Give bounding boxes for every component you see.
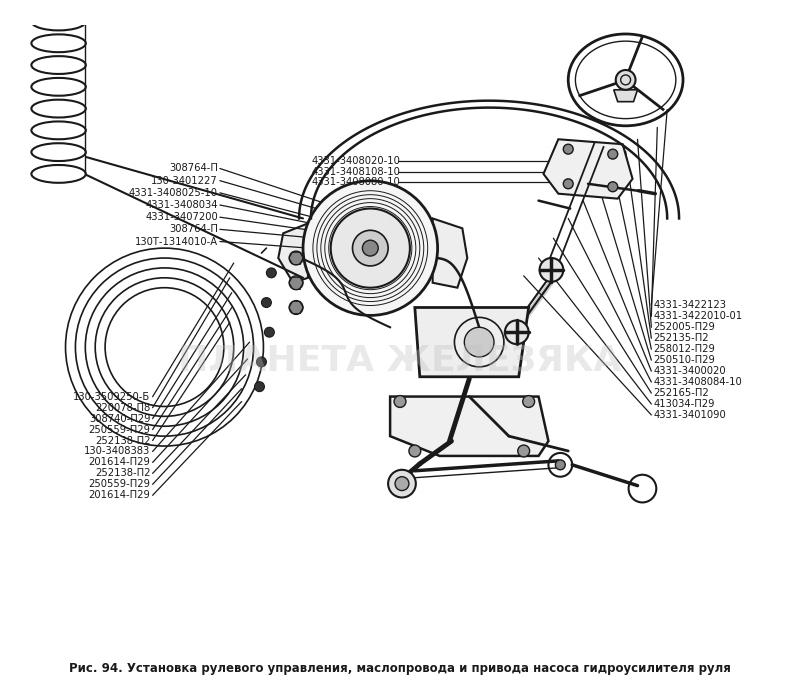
Circle shape — [330, 209, 410, 288]
Circle shape — [254, 382, 265, 392]
Circle shape — [518, 445, 530, 457]
Text: 4331-3422010-01: 4331-3422010-01 — [654, 311, 742, 322]
Text: 308740-П29: 308740-П29 — [89, 414, 150, 424]
Text: 130Т-1314010-А: 130Т-1314010-А — [134, 236, 218, 247]
Text: 252165-П2: 252165-П2 — [654, 388, 709, 398]
Polygon shape — [390, 396, 549, 456]
Text: Рис. 94. Установка рулевого управления, маслопровода и привода насоса гидроусили: Рис. 94. Установка рулевого управления, … — [69, 662, 731, 675]
Text: 250510-П29: 250510-П29 — [654, 355, 715, 365]
Text: ПЛАНЕТА ЖЕЛЕЗЯКА: ПЛАНЕТА ЖЕЛЕЗЯКА — [178, 344, 622, 377]
Circle shape — [353, 230, 388, 266]
Circle shape — [262, 297, 271, 308]
Text: 130-3408383: 130-3408383 — [84, 447, 150, 456]
Text: 130-3509250-Б: 130-3509250-Б — [74, 392, 150, 402]
Text: 308764-П: 308764-П — [169, 164, 218, 174]
Circle shape — [289, 251, 303, 265]
Text: 4331-3408080-10: 4331-3408080-10 — [311, 177, 400, 188]
Polygon shape — [433, 218, 467, 288]
Circle shape — [266, 268, 276, 278]
Circle shape — [616, 70, 635, 90]
Circle shape — [464, 327, 494, 357]
Text: 258012-П29: 258012-П29 — [654, 344, 715, 354]
Text: 252138-П2: 252138-П2 — [95, 436, 150, 446]
Text: 201614-П29: 201614-П29 — [89, 458, 150, 467]
Text: 130-3401227: 130-3401227 — [151, 176, 218, 185]
Text: 4331-3408025-10: 4331-3408025-10 — [129, 188, 218, 198]
Text: 308764-П: 308764-П — [169, 225, 218, 234]
Text: 4331-3408084-10: 4331-3408084-10 — [654, 377, 742, 387]
Circle shape — [505, 320, 529, 344]
Text: 252135-П2: 252135-П2 — [654, 333, 709, 344]
Text: 250559-П29: 250559-П29 — [89, 480, 150, 489]
Circle shape — [362, 240, 378, 256]
Circle shape — [265, 327, 274, 337]
Text: 413034-П29: 413034-П29 — [654, 399, 715, 409]
Circle shape — [289, 301, 303, 315]
Circle shape — [608, 182, 618, 192]
Polygon shape — [278, 223, 308, 283]
Polygon shape — [415, 308, 529, 376]
Text: 4331-3408020-10: 4331-3408020-10 — [311, 155, 400, 166]
Text: 250559-П29: 250559-П29 — [89, 425, 150, 435]
Text: 4331-3408034: 4331-3408034 — [146, 200, 218, 210]
Text: 252138-П2: 252138-П2 — [95, 469, 150, 478]
Text: 220078-П8: 220078-П8 — [95, 403, 150, 413]
Circle shape — [555, 460, 566, 470]
Text: 252005-П29: 252005-П29 — [654, 322, 715, 333]
Polygon shape — [614, 90, 638, 102]
Polygon shape — [543, 139, 633, 199]
Circle shape — [539, 258, 563, 282]
Circle shape — [563, 179, 573, 189]
Circle shape — [289, 275, 303, 290]
Text: 4331-3407200: 4331-3407200 — [145, 212, 218, 222]
Text: 4331-3400020: 4331-3400020 — [654, 366, 726, 376]
Circle shape — [303, 181, 438, 315]
Circle shape — [608, 149, 618, 159]
Circle shape — [522, 396, 534, 407]
Text: 4331-3401090: 4331-3401090 — [654, 410, 726, 420]
Circle shape — [388, 470, 416, 497]
Circle shape — [395, 477, 409, 491]
Text: 4331-3422123: 4331-3422123 — [654, 300, 726, 311]
Text: 201614-П29: 201614-П29 — [89, 491, 150, 500]
Circle shape — [394, 396, 406, 407]
Circle shape — [409, 445, 421, 457]
Text: 4331-3408108-10: 4331-3408108-10 — [311, 166, 400, 177]
Circle shape — [563, 144, 573, 154]
Circle shape — [257, 357, 266, 367]
